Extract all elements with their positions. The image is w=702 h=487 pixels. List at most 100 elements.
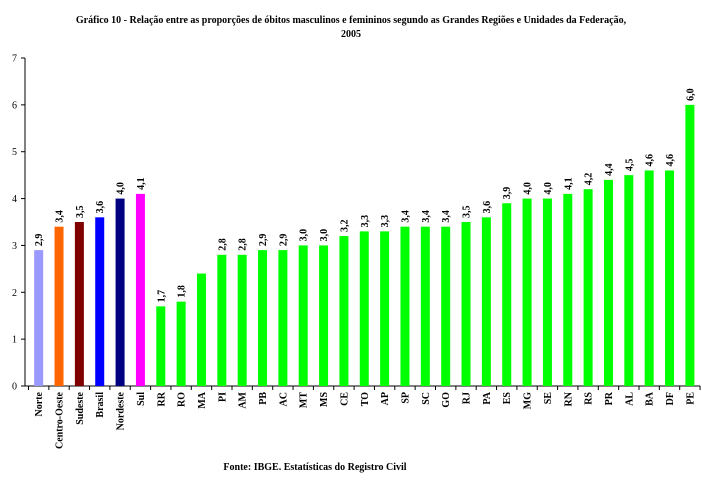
data-label: 4,5 <box>624 159 635 172</box>
x-tick-label: TO <box>360 392 371 406</box>
x-tick-label: PA <box>482 391 493 404</box>
x-tick-label: MS <box>319 392 330 407</box>
data-label: 2,9 <box>278 234 289 247</box>
bar-ms <box>319 245 329 386</box>
x-tick-label: PE <box>685 392 696 405</box>
data-label: 6,0 <box>685 88 696 101</box>
bar-rs <box>583 189 593 386</box>
x-tick-label: PB <box>258 392 269 405</box>
bar-ma <box>196 273 206 386</box>
x-tick-label: MG <box>523 392 534 409</box>
bar-se <box>542 198 552 386</box>
chart-x-tick-labels: Norte Centro-Oeste Sudeste Brasil Nordeste Su… <box>34 391 696 449</box>
y-tick-label: 4 <box>12 194 17 205</box>
y-tick-label: 2 <box>12 288 17 299</box>
x-tick-label: Centro-Oeste <box>55 391 66 449</box>
data-label: 3,5 <box>462 206 473 219</box>
x-tick-label: ES <box>502 392 513 405</box>
bar-ac <box>278 250 288 386</box>
data-label: 3,4 <box>421 210 432 223</box>
y-tick-label: 7 <box>12 54 17 65</box>
bar-sul <box>135 193 145 386</box>
data-label: 4,0 <box>523 182 534 195</box>
chart-title-line2: 2005 <box>341 29 361 40</box>
bar-nordeste <box>115 198 125 386</box>
x-tick-label: RJ <box>462 392 473 404</box>
bar-am <box>237 254 247 386</box>
data-label: 3,6 <box>95 201 106 214</box>
x-tick-label: PR <box>604 391 615 405</box>
x-tick-label: Norte <box>34 391 45 416</box>
data-label: 4,0 <box>543 182 554 195</box>
bar-pr <box>603 179 613 386</box>
bar-ap <box>380 231 390 386</box>
bar-al <box>624 175 634 386</box>
data-label: 3,4 <box>55 210 66 223</box>
x-tick-label: MA <box>197 391 208 408</box>
y-tick-label: 5 <box>12 147 17 158</box>
x-tick-label: CE <box>339 392 350 406</box>
data-label: 1,7 <box>156 290 167 303</box>
bar-ba <box>644 170 654 386</box>
x-tick-label: DF <box>665 392 676 405</box>
x-tick-label: RN <box>563 391 574 406</box>
x-tick-label: AC <box>278 392 289 406</box>
x-tick-label: PI <box>217 392 228 402</box>
bar-sp <box>400 226 410 386</box>
bar-pa <box>481 217 491 386</box>
source-note: Fonte: IBGE. Estatísticas do Registro Ci… <box>223 462 407 473</box>
chart-value-labels: 2,9 3,4 3,5 3,6 4,0 4,1 1,7 1,8 2,8 2,8 2,9 2,9 3,0 3… <box>34 88 696 302</box>
chart-bars <box>34 104 695 386</box>
y-tick-label: 6 <box>12 100 17 111</box>
bar-sudeste <box>74 222 84 386</box>
bar-centro-oeste <box>54 226 64 386</box>
data-label: 3,2 <box>339 220 350 233</box>
data-label: 2,9 <box>34 234 45 247</box>
data-label: 2,8 <box>217 238 228 251</box>
x-tick-label: MT <box>299 392 310 408</box>
bar-pi <box>217 254 227 386</box>
data-label: 4,6 <box>645 154 656 167</box>
data-label: 2,8 <box>238 238 249 251</box>
bar-brasil <box>95 217 105 386</box>
bar-pe <box>685 104 695 386</box>
y-tick-label: 1 <box>12 335 17 346</box>
x-tick-label: SE <box>543 392 554 405</box>
data-label: 4,2 <box>584 173 595 186</box>
bar-df <box>665 170 675 386</box>
data-label: 3,4 <box>400 210 411 223</box>
data-label: 4,1 <box>563 177 574 190</box>
bar-go <box>441 226 451 386</box>
bar-pb <box>258 250 268 386</box>
x-tick-label: RR <box>156 391 167 406</box>
data-label: 4,1 <box>136 177 147 190</box>
data-label: 4,0 <box>116 182 127 195</box>
bar-es <box>502 203 512 386</box>
x-tick-label: BA <box>645 391 656 406</box>
x-tick-label: SC <box>421 392 432 405</box>
x-tick-label: Sudeste <box>75 391 86 424</box>
chart-title: Gráfico 10 - Relação entre as proporções… <box>0 14 702 42</box>
data-label: 3,9 <box>502 187 513 200</box>
y-tick-label: 3 <box>12 241 17 252</box>
bar-sc <box>420 226 430 386</box>
bar-rn <box>563 193 573 386</box>
x-tick-label: SP <box>400 392 411 404</box>
x-tick-label: GO <box>441 392 452 408</box>
bar-rj <box>461 222 471 386</box>
bar-norte <box>34 250 44 386</box>
data-label: 4,6 <box>665 154 676 167</box>
data-label: 3,3 <box>380 215 391 228</box>
bar-mt <box>298 245 308 386</box>
data-label: 3,4 <box>441 210 452 223</box>
x-tick-label: Sul <box>136 392 147 406</box>
data-label: 3,0 <box>299 229 310 242</box>
data-label: 3,6 <box>482 201 493 214</box>
data-label: 2,9 <box>258 234 269 247</box>
chart-title-line1: Gráfico 10 - Relação entre as proporções… <box>75 15 627 26</box>
x-tick-label: Brasil <box>95 392 106 418</box>
bar-ce <box>339 236 349 386</box>
data-label: 3,0 <box>319 229 330 242</box>
x-tick-label: AL <box>624 392 635 406</box>
